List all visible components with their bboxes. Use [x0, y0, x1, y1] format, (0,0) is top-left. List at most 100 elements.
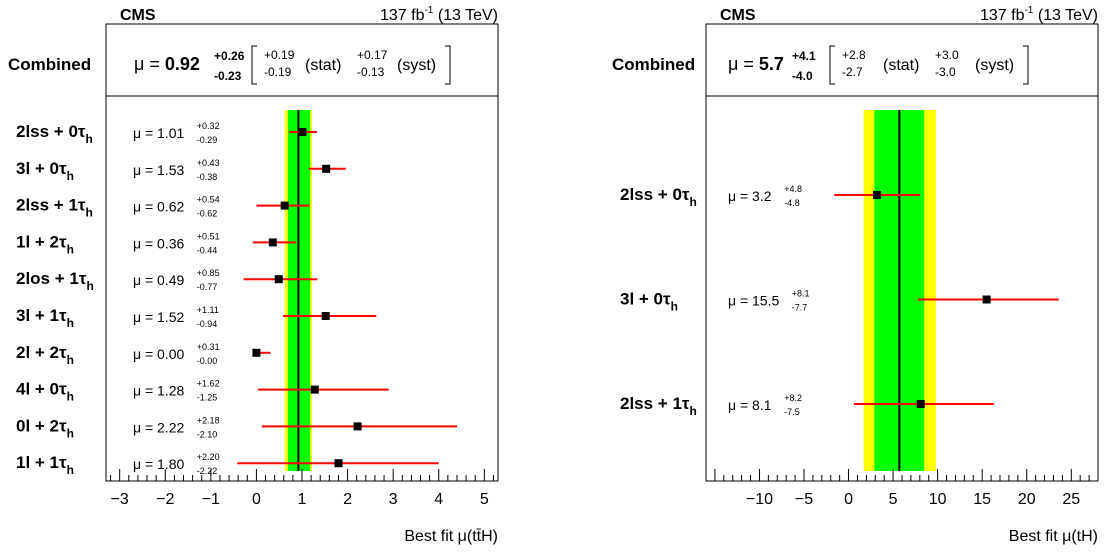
category-row: 2lss + 1τh μ = 8.1 +8.2 -7.5 [620, 393, 994, 418]
tick-label: 20 [1018, 491, 1036, 508]
lumi-label: 137 fb-1 (13 TeV) [380, 5, 498, 24]
category-row: 4l + 0τh μ = 1.28 +1.62 -1.25 [16, 379, 389, 404]
th-panel: CMS 137 fb-1 (13 TeV) Combined μ = 5.7 +4.1 -… [612, 5, 1099, 545]
category-label: 1l + 2τh [16, 232, 74, 256]
bracket-right [445, 45, 451, 85]
category-err-down: -0.44 [197, 245, 218, 255]
best-fit-marker [252, 348, 261, 357]
tick-label: 2 [343, 491, 352, 508]
category-mu-text: μ = 0.36 [133, 235, 184, 251]
lumi-label: 137 fb-1 (13 TeV) [980, 5, 1098, 24]
stat-up: +0.19 [264, 48, 295, 62]
combined-mu: μ = 0.92 [134, 54, 200, 74]
category-label: 4l + 0τh [16, 380, 74, 404]
category-label: 2lss + 0τh [620, 185, 697, 209]
category-err-down: -7.5 [784, 407, 800, 417]
category-mu-text: μ = 1.01 [133, 125, 184, 141]
syst-label: (syst) [397, 57, 436, 74]
category-mu-text: μ = 8.1 [728, 397, 772, 413]
category-err-up: +1.11 [197, 305, 219, 315]
tth-panel: CMS 137 fb-1 (13 TeV) Combined μ = 0.92 +0.2… [8, 5, 499, 545]
best-fit-marker [274, 275, 283, 284]
category-label: 3l + 1τh [16, 306, 74, 330]
category-mu-text: μ = 0.62 [133, 199, 184, 215]
category-err-up: +8.2 [784, 393, 802, 403]
tick-label: 5 [480, 491, 489, 508]
category-row: 0l + 2τh μ = 2.22 +2.18 -2.10 [16, 415, 457, 440]
best-fit-marker [321, 312, 330, 320]
category-mu-text: μ = 1.52 [133, 309, 184, 325]
category-err-up: +2.18 [197, 415, 220, 425]
category-row: 3l + 0τh μ = 1.53 +0.43 -0.38 [16, 158, 346, 183]
category-err-down: -4.8 [784, 198, 800, 208]
category-mu-text: μ = 2.22 [133, 419, 184, 435]
category-row: 2lss + 0τh μ = 3.2 +4.8 -4.8 [620, 184, 920, 209]
tick-label: −2 [156, 491, 174, 508]
experiment-label: CMS [720, 7, 756, 24]
tick-label: 0 [252, 491, 261, 508]
tick-label: −10 [746, 491, 773, 508]
category-err-down: -0.29 [197, 135, 218, 145]
syst-up: +0.17 [357, 48, 388, 62]
category-err-down: -0.38 [197, 172, 218, 182]
bracket-left [829, 45, 835, 85]
best-fit-marker [916, 400, 925, 408]
combined-err-down: -0.23 [214, 69, 242, 83]
best-fit-marker [334, 459, 343, 468]
stat-down: -0.19 [264, 65, 292, 79]
best-fit-marker [268, 238, 277, 247]
combined-err-down: -4.0 [792, 69, 813, 83]
best-fit-marker [322, 164, 331, 173]
combined-label: Combined [612, 55, 695, 74]
tick-label: 5 [889, 491, 898, 508]
category-err-up: +0.51 [197, 231, 220, 241]
category-row: 1l + 1τh μ = 1.80 +2.20 -2.22 [16, 452, 439, 477]
tick-label: −3 [111, 491, 129, 508]
category-err-down: -0.77 [197, 282, 218, 292]
category-mu-text: μ = 1.80 [133, 456, 184, 472]
best-fit-marker [310, 385, 319, 394]
category-label: 2lss + 0τh [16, 122, 93, 146]
category-mu-text: μ = 1.28 [133, 383, 184, 399]
category-label: 3l + 0τh [620, 290, 678, 314]
category-label: 1l + 1τh [16, 453, 74, 477]
category-mu-text: μ = 1.53 [133, 162, 184, 178]
category-mu-text: μ = 3.2 [728, 188, 772, 204]
tick-label: 15 [973, 491, 991, 508]
category-err-up: +0.85 [197, 268, 220, 278]
syst-down: -0.13 [357, 65, 385, 79]
category-mu-text: μ = 0.00 [133, 346, 184, 362]
category-err-up: +0.31 [197, 342, 220, 352]
combined-err-up: +4.1 [792, 49, 816, 63]
best-fit-marker [353, 422, 362, 431]
combined-label: Combined [8, 55, 91, 74]
stat-up: +2.8 [842, 48, 866, 62]
category-row: 2los + 1τh μ = 0.49 +0.85 -0.77 [16, 268, 318, 293]
category-err-down: -0.62 [197, 209, 218, 219]
category-err-up: +0.32 [197, 121, 220, 131]
category-label: 2l + 2τh [16, 343, 74, 367]
tick-label: 4 [434, 491, 443, 508]
bracket-left [251, 45, 257, 85]
category-label: 2lss + 1τh [620, 394, 697, 418]
bracket-right [1023, 45, 1029, 85]
tick-label: 25 [1062, 491, 1080, 508]
category-row: 3l + 0τh μ = 15.5 +8.1 -7.7 [620, 289, 1059, 314]
best-fit-marker [873, 191, 882, 199]
x-axis-label: Best fit μ(tt̄H) [404, 528, 498, 545]
stat-label: (stat) [883, 57, 919, 74]
category-row: 3l + 1τh μ = 1.52 +1.11 -0.94 [16, 305, 377, 330]
x-axis-label: Best fit μ(tH) [1009, 528, 1098, 545]
category-err-up: +0.43 [197, 158, 220, 168]
category-row: 2l + 2τh μ = 0.00 +0.31 -0.00 [16, 342, 271, 367]
category-err-down: -0.94 [197, 319, 218, 329]
combined-err-up: +0.26 [214, 49, 245, 63]
tick-label: 10 [929, 491, 947, 508]
category-err-up: +0.54 [197, 195, 220, 205]
tick-label: −5 [795, 491, 813, 508]
category-err-up: +2.20 [197, 452, 220, 462]
tick-label: 3 [389, 491, 398, 508]
category-err-down: -0.00 [197, 356, 218, 366]
category-err-down: -2.10 [197, 429, 218, 439]
